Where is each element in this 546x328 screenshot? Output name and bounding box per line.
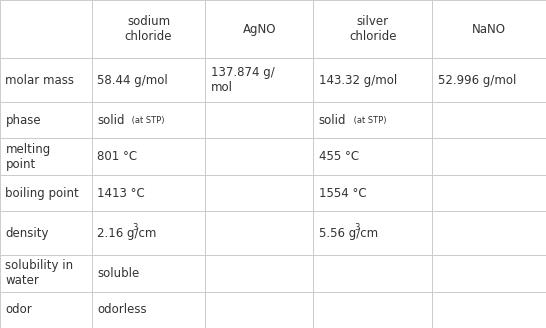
Bar	[205, 102, 313, 138]
Bar	[0, 255, 92, 292]
Bar	[92, 0, 205, 58]
Text: 801 °C: 801 °C	[97, 150, 137, 163]
Bar	[205, 292, 313, 328]
Text: soluble: soluble	[97, 267, 139, 280]
Text: solid: solid	[97, 114, 124, 127]
Bar	[0, 175, 92, 211]
Text: 3: 3	[354, 223, 360, 232]
Bar	[205, 138, 313, 175]
Bar	[432, 175, 546, 211]
Bar	[313, 175, 432, 211]
Bar	[0, 0, 92, 58]
Bar	[205, 175, 313, 211]
Bar	[0, 138, 92, 175]
Text: 1413 °C: 1413 °C	[97, 187, 145, 199]
Bar	[92, 102, 205, 138]
Bar	[92, 292, 205, 328]
Text: 3: 3	[133, 223, 138, 232]
Text: AgNO: AgNO	[242, 23, 276, 35]
Bar	[313, 138, 432, 175]
Bar	[432, 255, 546, 292]
Bar	[432, 58, 546, 102]
Text: 2.16 g/cm: 2.16 g/cm	[97, 227, 157, 240]
Bar	[313, 102, 432, 138]
Bar	[205, 58, 313, 102]
Bar	[313, 58, 432, 102]
Text: melting
point: melting point	[5, 143, 51, 171]
Bar	[313, 292, 432, 328]
Text: 5.56 g/cm: 5.56 g/cm	[319, 227, 378, 240]
Text: odorless: odorless	[97, 303, 147, 316]
Bar	[432, 211, 546, 255]
Text: silver
chloride: silver chloride	[349, 15, 396, 43]
Bar	[205, 211, 313, 255]
Bar	[0, 58, 92, 102]
Bar	[432, 138, 546, 175]
Text: phase: phase	[5, 114, 41, 127]
Bar	[432, 102, 546, 138]
Bar	[0, 292, 92, 328]
Text: solubility in
water: solubility in water	[5, 259, 74, 287]
Bar	[205, 0, 313, 58]
Text: density: density	[5, 227, 49, 240]
Bar	[205, 255, 313, 292]
Text: 137.874 g/
mol: 137.874 g/ mol	[211, 66, 275, 94]
Bar	[92, 175, 205, 211]
Text: 1554 °C: 1554 °C	[319, 187, 366, 199]
Text: boiling point: boiling point	[5, 187, 79, 199]
Text: 455 °C: 455 °C	[319, 150, 359, 163]
Bar	[313, 255, 432, 292]
Text: 52.996 g/mol: 52.996 g/mol	[438, 73, 517, 87]
Text: NaNO: NaNO	[472, 23, 506, 35]
Bar	[92, 211, 205, 255]
Bar	[0, 102, 92, 138]
Text: sodium
chloride: sodium chloride	[125, 15, 172, 43]
Text: (at STP): (at STP)	[351, 116, 386, 125]
Text: molar mass: molar mass	[5, 73, 74, 87]
Bar	[0, 211, 92, 255]
Bar	[92, 255, 205, 292]
Bar	[432, 292, 546, 328]
Text: odor: odor	[5, 303, 32, 316]
Bar	[313, 211, 432, 255]
Bar	[92, 58, 205, 102]
Text: (at STP): (at STP)	[129, 116, 164, 125]
Bar	[92, 138, 205, 175]
Text: 143.32 g/mol: 143.32 g/mol	[319, 73, 397, 87]
Bar	[432, 0, 546, 58]
Text: 58.44 g/mol: 58.44 g/mol	[97, 73, 168, 87]
Text: solid: solid	[319, 114, 346, 127]
Bar	[313, 0, 432, 58]
